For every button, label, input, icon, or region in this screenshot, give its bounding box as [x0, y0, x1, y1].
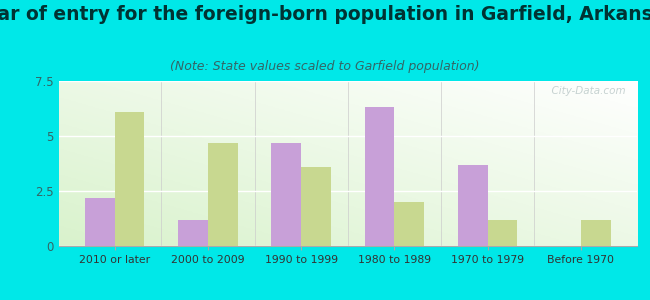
Text: City-Data.com: City-Data.com: [545, 86, 625, 96]
Bar: [84, 198, 114, 246]
Bar: [365, 107, 395, 246]
Bar: [178, 220, 208, 246]
Legend: Garfield, Arkansas: Garfield, Arkansas: [244, 299, 451, 300]
Bar: [581, 220, 611, 246]
Bar: [208, 142, 238, 246]
Bar: [301, 167, 331, 246]
Bar: [114, 112, 144, 246]
Bar: [458, 165, 488, 246]
Text: (Note: State values scaled to Garfield population): (Note: State values scaled to Garfield p…: [170, 60, 480, 73]
Bar: [488, 220, 517, 246]
Bar: [271, 142, 301, 246]
Text: Year of entry for the foreign-born population in Garfield, Arkansas: Year of entry for the foreign-born popul…: [0, 4, 650, 23]
Bar: [395, 202, 424, 246]
